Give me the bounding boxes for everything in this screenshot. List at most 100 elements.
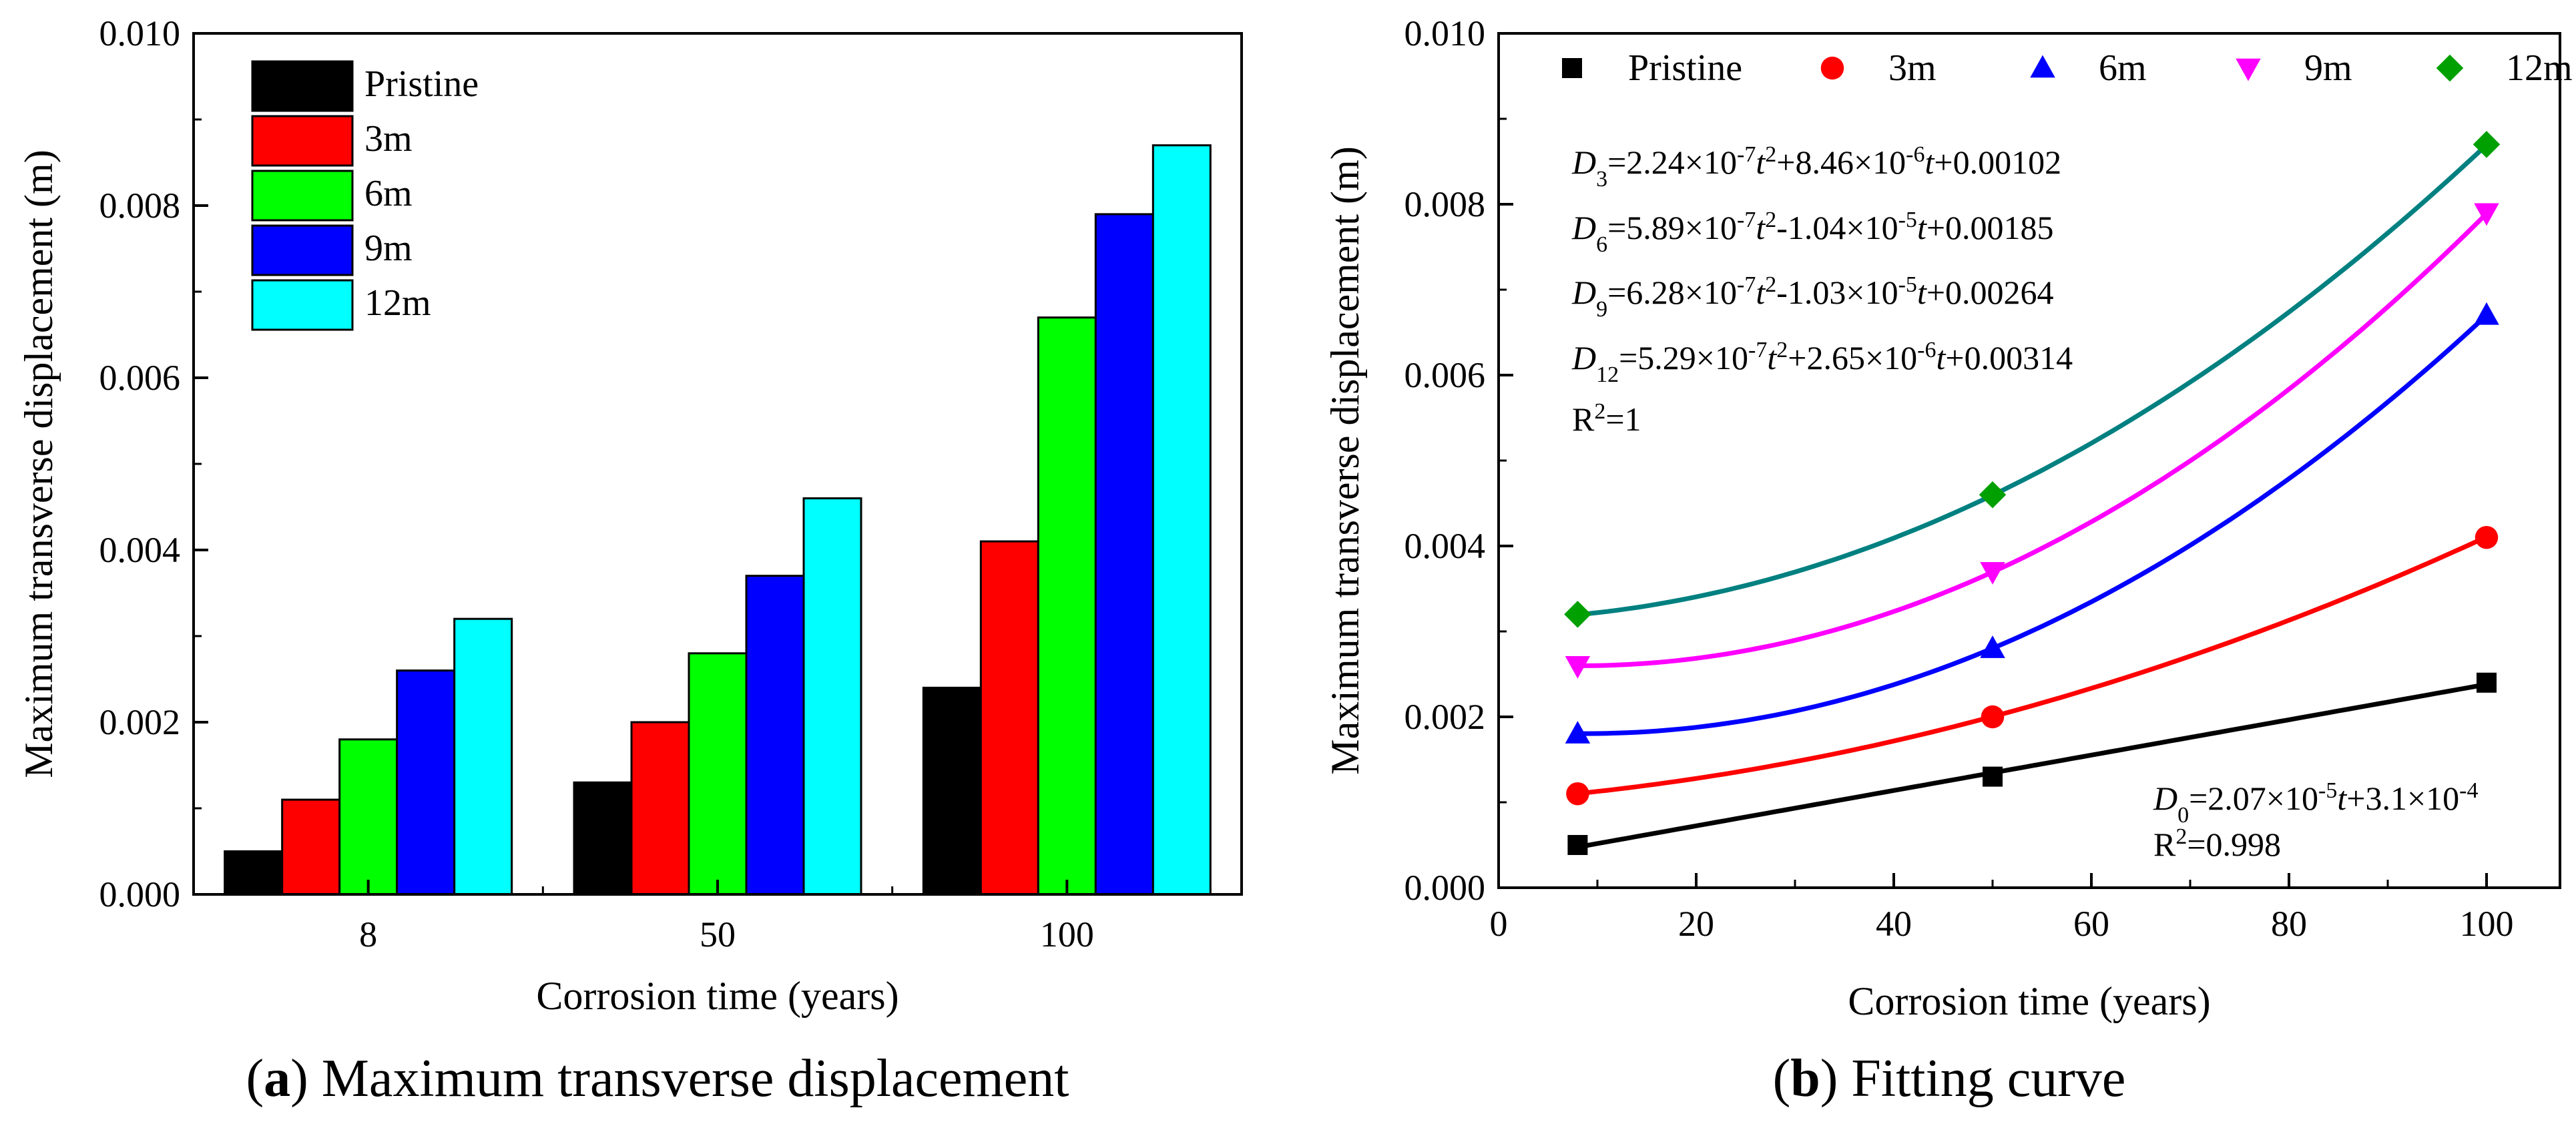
- fit-curve-12m: [1577, 143, 2489, 617]
- fit-chart-x-ticks: 0 20 40 60 80 100: [1490, 873, 2514, 944]
- bar-chart-y-ticks: 0.000 0.002 0.004 0.006 0.008 0.010: [99, 13, 208, 914]
- bar-Pristine-50: [573, 781, 633, 896]
- legend-marker-6m: [2030, 55, 2055, 78]
- bar-chart-caption: (a) Maximum transverse displacement: [246, 1049, 1069, 1108]
- point-3m-50: [1981, 705, 2005, 729]
- legend-swatch-9m: [251, 224, 354, 276]
- y-tick-label: 0.010: [99, 13, 181, 53]
- point-9m-8: [1565, 655, 1591, 679]
- y-tick-label: 0.006: [1404, 355, 1486, 395]
- x-tick-label: 20: [1678, 904, 1714, 944]
- legend-label-9m: 9m: [364, 228, 413, 269]
- fit-chart-y-ticks: 0.000 0.002 0.004 0.006 0.008 0.010: [1404, 13, 1513, 908]
- fit-chart-points: [1564, 131, 2501, 855]
- bar-9m-100: [1094, 213, 1154, 896]
- bar-6m-100: [1037, 316, 1097, 896]
- fit-curve-3m: [1577, 535, 2488, 796]
- bar-chart-caption-text: Maximum transverse displacement: [308, 1049, 1069, 1108]
- legend-swatch-12m: [251, 279, 354, 331]
- equation-d12: D12=5.29×10-7t2+2.65×10-6t+0.00314: [1571, 338, 2073, 387]
- point-12m-8: [1564, 601, 1591, 628]
- legend-label-6m: 6m: [2099, 47, 2147, 89]
- x-tick-label: 60: [2073, 904, 2109, 944]
- point-9m-100: [2474, 203, 2499, 226]
- equation-d3: D3=2.24×10-7t2+8.46×10-6t+0.00102: [1571, 142, 2061, 192]
- legend-label-3m: 3m: [364, 118, 413, 160]
- legend-marker-12m: [2436, 54, 2464, 82]
- x-tick-label: 80: [2271, 904, 2307, 944]
- legend-label-12m: 12m: [2506, 47, 2573, 89]
- point-Pristine-50: [1983, 766, 2003, 787]
- bar-9m-50: [745, 575, 805, 896]
- fit-chart-caption-text: Fitting curve: [1838, 1049, 2125, 1108]
- fit-chart-caption: (b) Fitting curve: [1773, 1049, 2126, 1108]
- fit-chart-caption-label: b: [1790, 1049, 1820, 1108]
- point-6m-50: [1980, 635, 2005, 658]
- legend-marker-3m: [1820, 56, 1844, 80]
- fit-equations: D3=2.24×10-7t2+8.46×10-6t+0.00102 D6=5.8…: [1571, 142, 2478, 864]
- y-tick-label: 0.008: [99, 186, 181, 226]
- bar-3m-100: [979, 540, 1039, 896]
- y-tick-label: 0.004: [1404, 526, 1486, 566]
- point-6m-8: [1565, 721, 1591, 744]
- equation-d0: D0=2.07×10-5t+3.1×10-4: [2153, 778, 2478, 828]
- legend-swatch-6m: [251, 170, 354, 222]
- bar-chart-y-axis-label: Maximum transverse displacement (m): [17, 150, 61, 778]
- bar-12m-50: [802, 497, 862, 896]
- legend-label-9m: 9m: [2304, 47, 2352, 89]
- y-tick-label: 0.004: [99, 530, 181, 570]
- bar-chart-caption-label: a: [264, 1049, 290, 1108]
- fit-chart-y-axis-label: Maximum transverse displacement (m): [1323, 146, 1367, 774]
- y-tick-label: 0.008: [1404, 184, 1486, 224]
- point-3m-100: [2475, 525, 2499, 549]
- point-12m-100: [2473, 131, 2501, 158]
- x-tick-label: 40: [1876, 904, 1912, 944]
- equation-d9: D9=6.28×10-7t2-1.03×10-5t+0.00264: [1571, 272, 2054, 322]
- bar-9m-8: [396, 669, 456, 896]
- bar-3m-50: [630, 721, 690, 896]
- y-tick-label: 0.006: [99, 358, 181, 398]
- legend-marker-9m: [2236, 58, 2261, 81]
- fit-curve-Pristine: [1577, 681, 2487, 850]
- legend-swatch-Pristine: [251, 60, 354, 112]
- x-tick-label: 8: [359, 914, 377, 954]
- legend-marker-Pristine: [1562, 58, 1582, 78]
- bar-12m-100: [1151, 144, 1212, 896]
- point-Pristine-8: [1567, 835, 1588, 855]
- bar-6m-50: [688, 652, 748, 896]
- fit-curve-6m: [1577, 313, 2489, 736]
- point-Pristine-100: [2477, 672, 2497, 693]
- bar-chart-bars: [224, 144, 1212, 896]
- legend-label-Pristine: Pristine: [364, 63, 479, 105]
- bar-chart-x-ticks: 8 50 100: [192, 880, 1243, 954]
- bar-3m-8: [281, 798, 341, 896]
- point-6m-100: [2474, 302, 2499, 325]
- legend-label-12m: 12m: [364, 282, 431, 324]
- point-12m-50: [1979, 481, 2007, 509]
- fit-chart-legend: Pristine 3m 6m 9m 12m: [1562, 47, 2573, 89]
- fit-chart-x-axis-label: Corrosion time (years): [1848, 979, 2210, 1023]
- legend-label-3m: 3m: [1888, 47, 1937, 89]
- bar-chart-legend: Pristine 3m 6m 9m 12m: [251, 60, 479, 331]
- point-3m-8: [1566, 782, 1589, 806]
- x-tick-label: 50: [700, 914, 736, 954]
- x-tick-label: 100: [1040, 914, 1094, 954]
- fit-chart-panel: Pristine 3m 6m 9m 12m 0.0000.0020.0040.0060.…: [1323, 13, 2573, 1108]
- bar-chart-x-axis-label: Corrosion time (years): [536, 974, 898, 1018]
- y-tick-label: 0.000: [1404, 868, 1486, 908]
- fit-curve-9m: [1577, 212, 2489, 668]
- fit-chart-curves: [1577, 143, 2489, 850]
- equation-r2-linear: R2=0.998: [2153, 824, 2281, 864]
- legend-label-6m: 6m: [364, 173, 413, 214]
- legend-swatch-3m: [251, 115, 354, 167]
- point-9m-50: [1980, 562, 2005, 585]
- bar-12m-8: [453, 617, 513, 896]
- equation-d6: D6=5.89×10-7t2-1.04×10-5t+0.00185: [1571, 208, 2054, 257]
- x-tick-label: 0: [1490, 904, 1508, 944]
- y-tick-label: 0.010: [1404, 13, 1486, 53]
- bar-chart-plot-frame: [192, 32, 1243, 896]
- equation-r2-quadratic: R2=1: [1572, 399, 1641, 439]
- y-tick-label: 0.000: [99, 874, 181, 914]
